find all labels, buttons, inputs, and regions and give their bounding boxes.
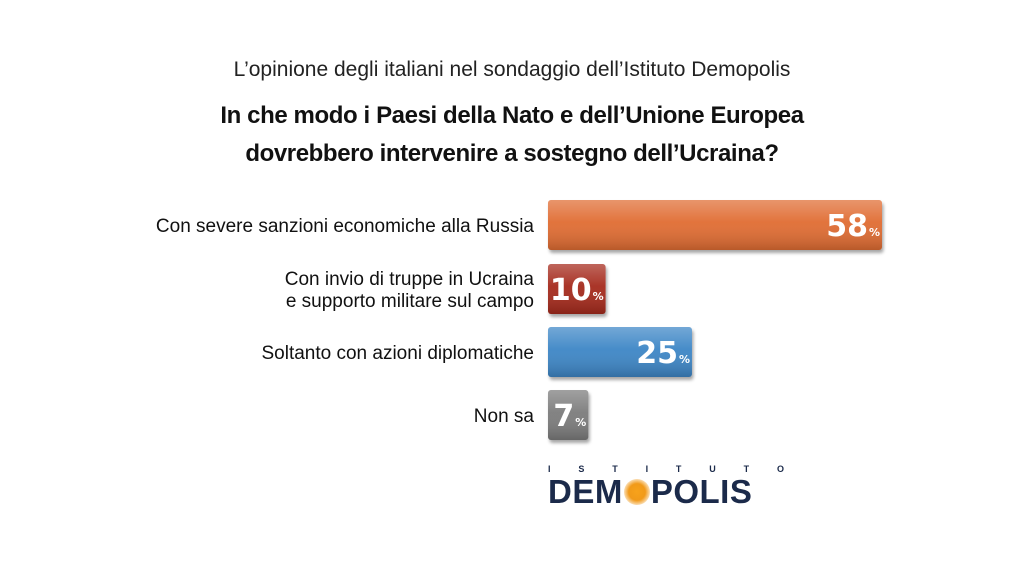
category-label-2-line-2: e supporto militare sul campo	[286, 291, 534, 312]
data-label-3: 25	[636, 336, 678, 371]
logo-wordmark: DEM POLIS	[548, 473, 753, 510]
logo-sun-o-icon	[623, 479, 650, 505]
chart-title: In che modo i Paesi della Nato e dell’Un…	[0, 97, 1024, 173]
bar-3: 25%	[548, 327, 692, 377]
bar-shine-1	[548, 200, 882, 250]
bar-1: 58%	[548, 200, 882, 250]
bar-4: 7%	[548, 390, 589, 440]
data-label-4: 7	[553, 399, 574, 434]
chart-subtitle: L’opinione degli italiani nel sondaggio …	[233, 58, 791, 81]
data-label-unit-1: %	[869, 226, 880, 239]
category-labels-group: Con severe sanzioni economiche alla Russ…	[156, 216, 535, 427]
chart-title-line-2: dovrebbero intervenire a sostegno dell’U…	[245, 140, 779, 167]
bar-2: 10%	[548, 264, 606, 314]
data-label-2: 10	[550, 273, 592, 308]
bar-chart: 58 %10 %25 %7% Con severe sanzioni economic…	[156, 200, 882, 440]
bar-shine-2	[548, 264, 606, 314]
bars-group: 58 %10 %25 %7%	[548, 200, 882, 440]
chart-title-line-1: In che modo i Paesi della Nato e dell’Un…	[220, 102, 804, 129]
category-label-4: Non sa	[474, 406, 535, 427]
data-label-unit-4: %	[575, 416, 586, 429]
bar-shine-4	[548, 390, 589, 440]
bar-shine-3	[548, 327, 692, 377]
category-label-1: Con severe sanzioni economiche alla Russ…	[156, 216, 535, 237]
data-label-unit-3: %	[679, 353, 690, 366]
category-label-3: Soltanto con azioni diplomatiche	[261, 343, 534, 364]
category-label-2-line-1: Con invio di truppe in Ucraina	[285, 269, 535, 290]
data-label-unit-2: %	[593, 290, 604, 303]
data-label-1: 58	[826, 209, 868, 244]
